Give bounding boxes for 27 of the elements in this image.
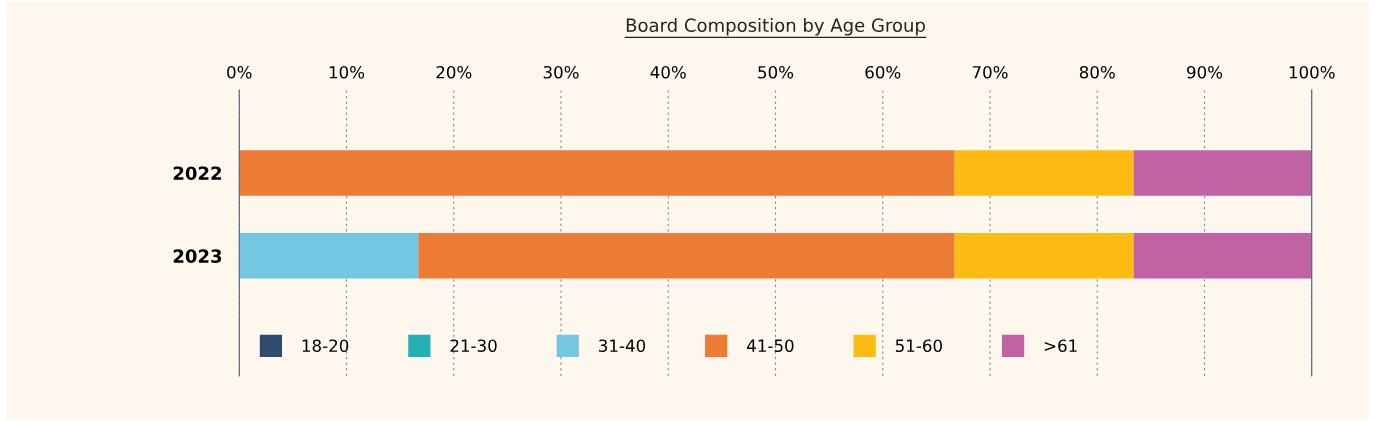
y-tick-label: 2023 bbox=[173, 249, 222, 263]
bar bbox=[239, 150, 955, 196]
x-tick-label: 80% bbox=[1079, 65, 1115, 79]
bar bbox=[954, 150, 1134, 196]
chart-title: Board Composition by Age Group bbox=[626, 18, 925, 36]
legend-label: 18-20 bbox=[302, 339, 349, 353]
y-tick-label: 2022 bbox=[173, 166, 222, 181]
bar bbox=[418, 233, 955, 279]
x-tick-label: 50% bbox=[758, 65, 794, 79]
bar bbox=[239, 233, 419, 279]
legend-label: 31-40 bbox=[599, 339, 646, 353]
x-tick-label: 20% bbox=[436, 65, 472, 79]
x-tick-label: 40% bbox=[650, 65, 686, 79]
x-tick-label: 30% bbox=[543, 65, 579, 79]
bar bbox=[1133, 233, 1312, 279]
x-tick-label: 10% bbox=[329, 65, 365, 79]
legend-label: 21-30 bbox=[450, 339, 497, 353]
x-tick-label: 100% bbox=[1289, 65, 1335, 79]
bar bbox=[1133, 150, 1312, 196]
x-tick-label: 70% bbox=[972, 65, 1008, 79]
legend-label: >61 bbox=[1044, 339, 1077, 353]
legend-label: 41-50 bbox=[747, 339, 794, 353]
bar bbox=[954, 233, 1134, 279]
x-tick-label: 0% bbox=[227, 65, 252, 79]
x-tick-label: 60% bbox=[865, 65, 901, 79]
x-tick-label: 90% bbox=[1187, 65, 1223, 79]
legend-label: 51-60 bbox=[895, 339, 942, 353]
